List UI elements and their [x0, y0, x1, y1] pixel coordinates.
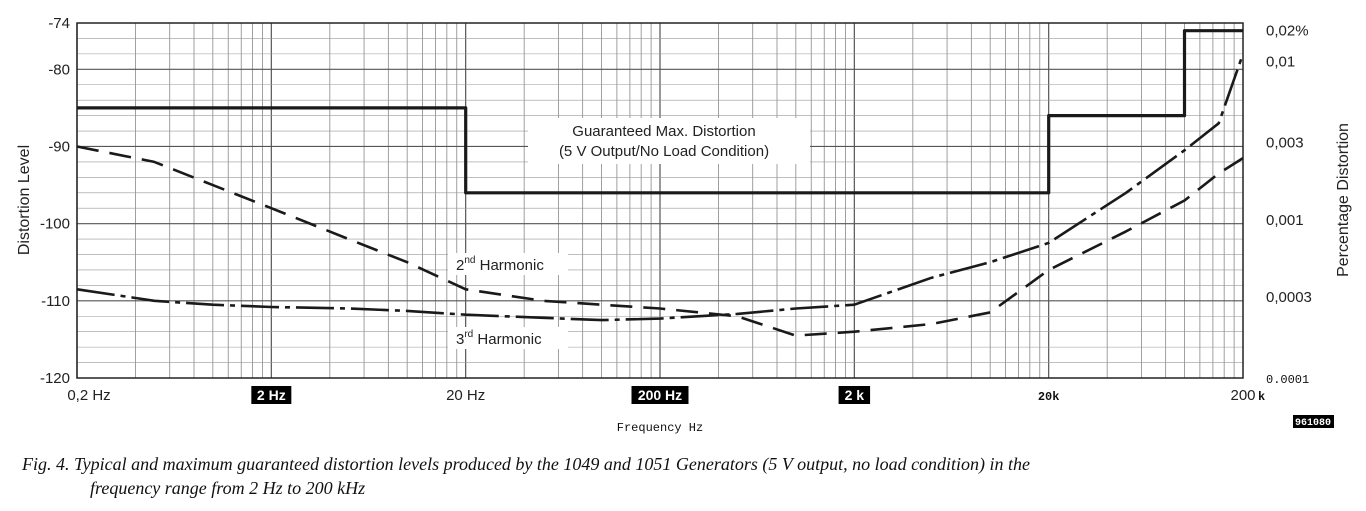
figure-code: 961080: [1295, 418, 1331, 429]
y-axis-title: Distortion Level: [16, 145, 33, 255]
y-tick-label: -74: [48, 15, 70, 32]
series-line-1: [77, 29, 1243, 195]
x-tick-label: 20 Hz: [446, 387, 485, 404]
h2-label: 2nd Harmonic: [456, 255, 544, 274]
y2-tick-label: 0,01: [1266, 54, 1295, 71]
x-tick-label: 200: [1230, 387, 1255, 404]
h3-label-text: Harmonic: [473, 331, 542, 348]
x-tick-highlight: [631, 386, 689, 404]
x-tick-label: 2 Hz: [257, 387, 286, 403]
y2-tick-label: 0,0003: [1266, 289, 1312, 306]
x-tick-label: 0,2 Hz: [67, 387, 110, 404]
series-line-2: [76, 145, 1244, 337]
x-tick-highlight: [251, 386, 292, 404]
chart-marks: [76, 29, 1245, 337]
y2-tick-label: 0.0001: [1266, 373, 1309, 387]
caption-line-2: frequency range from 2 Hz to 200 kHz: [90, 478, 366, 498]
plot-frame: [76, 22, 1244, 379]
h3-label-sup: rd: [464, 329, 473, 340]
x-tick-label: 2 k: [845, 387, 865, 403]
x-tick-label: 20k: [1038, 390, 1060, 404]
limit-label-line-2: (5 V Output/No Load Condition): [559, 143, 769, 160]
h3-label-base: 3: [456, 331, 464, 348]
x-axis-title: Frequency Hz: [617, 421, 703, 435]
y2-tick-label: 0,02%: [1266, 23, 1309, 40]
distortion-chart: -74 -80 -90 -100 -110 -120 0,02% 0,01 0,003 0,001…: [16, 15, 1352, 435]
chart-labels: -74 -80 -90 -100 -110 -120 0,02% 0,01 0,003 0,001…: [16, 15, 1352, 435]
h3-label-backdrop: [448, 327, 568, 349]
y-tick-label: -110: [41, 293, 70, 310]
y-tick-label: -100: [40, 216, 70, 233]
y-tick-label: -90: [48, 138, 70, 155]
caption-line-1: Fig. 4. Typical and maximum guaranteed d…: [22, 454, 1031, 474]
y2-tick-label: 0,001: [1266, 212, 1304, 229]
h2-label-sup: nd: [464, 255, 475, 266]
figure-code-badge: [1293, 415, 1334, 428]
series-line-3: [76, 53, 1245, 322]
y-tick-label: -120: [40, 370, 70, 387]
h2-label-text: Harmonic: [475, 257, 544, 274]
x-unit-suffix: k: [1258, 390, 1265, 404]
figure-caption: Fig. 4. Typical and maximum guaranteed d…: [22, 452, 1352, 500]
limit-label-line-1: Guaranteed Max. Distortion: [572, 123, 755, 140]
x-tick-label: 200 Hz: [638, 387, 682, 403]
y2-axis-title: Percentage Distortion: [1335, 123, 1352, 277]
limit-label-backdrop: [528, 118, 810, 164]
h2-label-base: 2: [456, 257, 464, 274]
x-tick-highlight: [838, 386, 871, 404]
h3-label: 3rd Harmonic: [456, 329, 542, 348]
y2-tick-label: 0,003: [1266, 135, 1304, 152]
y-tick-label: -80: [48, 61, 70, 78]
h2-label-backdrop: [448, 253, 568, 275]
